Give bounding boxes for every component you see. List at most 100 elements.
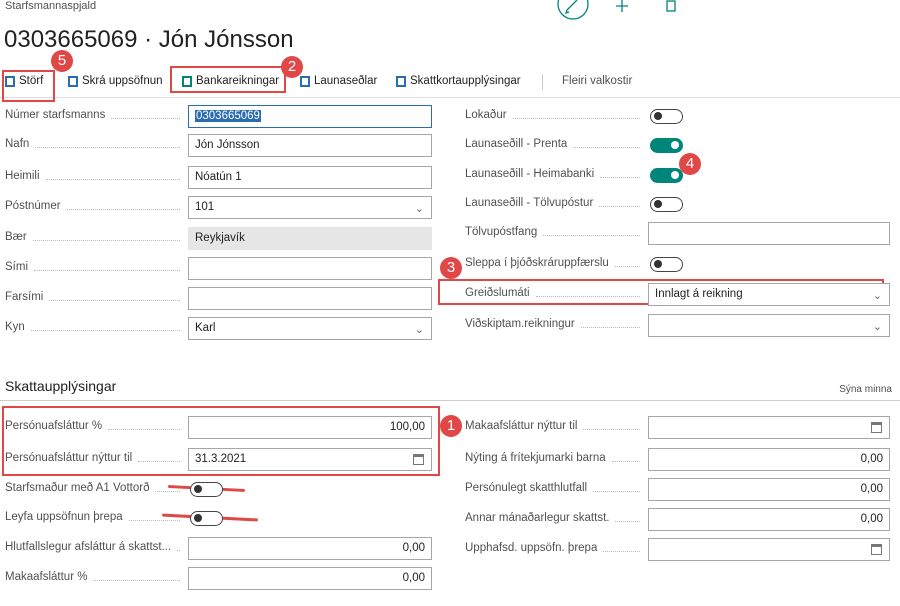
leader (583, 429, 640, 430)
leader (580, 327, 640, 328)
toggle-knob (654, 200, 662, 208)
section-title: Skattaupplýsingar (5, 378, 117, 394)
input[interactable]: 100,00 (188, 416, 432, 439)
calendar-icon (871, 422, 882, 433)
input[interactable]: 0,00 (188, 537, 432, 560)
input-value: Karl (195, 322, 216, 334)
input[interactable]: Nóatún 1 (188, 166, 432, 189)
action-button[interactable]: Launaseðlar (314, 75, 378, 87)
leader (45, 179, 180, 180)
input[interactable]: 101 ⌄ (188, 196, 432, 219)
field-label: Farsími (5, 291, 44, 303)
action-button[interactable]: Bankareikningar (196, 75, 280, 87)
toggle-knob (671, 171, 679, 179)
calendar-icon (871, 544, 882, 555)
input-value: Nóatún 1 (195, 171, 242, 183)
input-value: 100,00 (389, 421, 425, 433)
highlight (2, 406, 440, 476)
field-label: Greiðslumáti (465, 287, 530, 299)
annotation-badge: 2 (281, 56, 303, 78)
input-value: 0303665069 (195, 110, 261, 122)
toolbar-icons[interactable] (555, 0, 685, 22)
leader (30, 330, 180, 331)
input[interactable]: 0,00 (648, 508, 890, 531)
page-title: 0303665069 · Jón Jónsson (4, 26, 294, 53)
annotation-badge: 4 (679, 153, 701, 175)
leader (108, 429, 180, 430)
toggle[interactable] (650, 257, 683, 272)
field-label: Launaseðill - Heimabanki (465, 168, 595, 180)
leader (535, 296, 640, 297)
input-value: Jón Jónsson (195, 139, 260, 151)
input[interactable]: Karl ⌄ (188, 317, 432, 340)
field-label: Lokaður (465, 109, 507, 121)
input[interactable]: Jón Jónsson (188, 134, 432, 157)
field-label: Upphafsd. uppsöfn. þrepa (465, 542, 598, 554)
action-button[interactable]: Skattkortaupplýsingar (410, 75, 521, 87)
input[interactable]: 0,00 (188, 567, 432, 590)
field-label: Annar mánaðarlegur skattst. (465, 512, 610, 524)
input-value: 0,00 (860, 513, 883, 525)
highlight (170, 66, 286, 93)
action-button[interactable]: Skrá uppsöfnun (82, 75, 163, 87)
input[interactable]: 0,00 (648, 478, 890, 501)
toggle[interactable] (650, 109, 683, 124)
input[interactable]: 0303665069 (188, 105, 432, 128)
field-label: Leyfa uppsöfnun þrepa (5, 511, 123, 523)
input[interactable]: Innlagt á reikning ⌄ (648, 283, 890, 306)
input[interactable] (648, 538, 890, 561)
input-value: Reykjavík (195, 232, 245, 244)
leader (593, 491, 640, 492)
toggle[interactable] (190, 511, 223, 526)
field-label: Nýting á frítekjumarki barna (465, 452, 606, 464)
dropdown-arrow: ⌄ (414, 324, 424, 336)
input[interactable] (648, 222, 890, 245)
leader (49, 300, 180, 301)
input[interactable]: 31.3.2021 (188, 448, 432, 471)
toggle[interactable] (650, 168, 683, 183)
field-label: Persónuafsláttur nýttur til (5, 452, 133, 464)
show-less[interactable]: Sýna minna (839, 384, 892, 395)
field-label: Sleppa í þjóðskráruppfærslu (465, 257, 609, 269)
input-value: 0,00 (402, 572, 425, 584)
section-divider (0, 400, 900, 401)
input-value: 0,00 (402, 542, 425, 554)
breadcrumb: Starfsmannaspjald (5, 0, 97, 12)
leader (32, 240, 180, 241)
leader (155, 491, 180, 492)
input[interactable] (188, 257, 432, 280)
toggle-knob (671, 141, 679, 149)
field-label: Starfsmaður með A1 Vottorð (5, 482, 150, 494)
toggle[interactable] (650, 138, 683, 153)
field-label: Heimili (5, 170, 40, 182)
field-label: Sími (5, 261, 28, 273)
action-button[interactable]: Fleiri valkostir (562, 75, 633, 87)
field-label: Póstnúmer (5, 200, 61, 212)
toggle-knob (654, 260, 662, 268)
input[interactable] (648, 416, 890, 439)
action-icon (396, 76, 406, 87)
input[interactable]: ⌄ (648, 314, 890, 337)
field-label: Tölvupóstfang (465, 226, 538, 238)
input[interactable]: 0,00 (648, 448, 890, 471)
leader (111, 118, 180, 119)
leader (35, 147, 180, 148)
field-label: Viðskiptam.reikningur (465, 318, 575, 330)
toggle[interactable] (650, 197, 683, 212)
leader (543, 235, 640, 236)
action-button[interactable]: Störf (19, 75, 44, 87)
input: Reykjavík (188, 227, 432, 250)
calendar-icon (413, 454, 424, 465)
highlight (2, 70, 55, 102)
field-label: Makaafsláttur nýttur til (465, 420, 578, 432)
input[interactable] (188, 287, 432, 310)
field-label: Launaseðill - Tölvupóstur (465, 197, 594, 209)
leader (603, 551, 640, 552)
input-value: 0,00 (860, 483, 883, 495)
leader (138, 461, 180, 462)
annotation-badge: 1 (440, 415, 462, 437)
toggle[interactable] (190, 482, 223, 497)
field-label: Persónuafsláttur % (5, 420, 103, 432)
toggle-knob (194, 514, 202, 522)
